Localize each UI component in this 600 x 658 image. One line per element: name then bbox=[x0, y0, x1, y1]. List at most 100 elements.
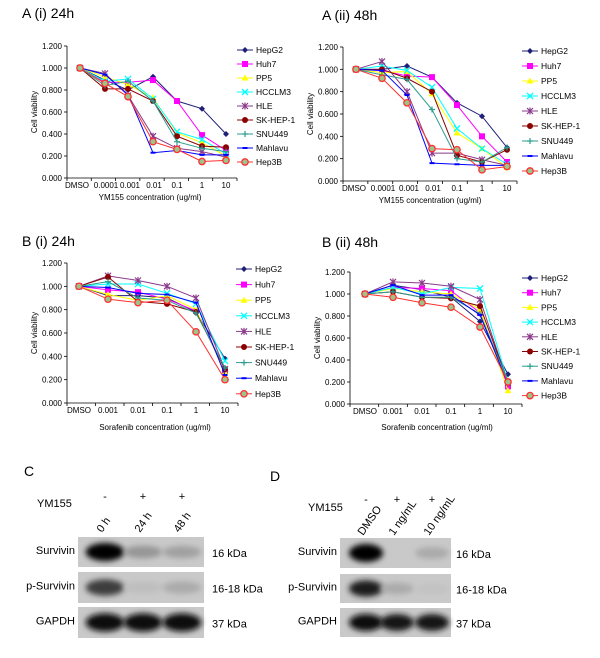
x-tick-label: 0.0001 bbox=[94, 181, 119, 190]
legend-label: Hep3B bbox=[255, 389, 281, 399]
y-tick-label: 0.000 bbox=[42, 174, 63, 183]
data-point bbox=[453, 125, 461, 132]
legend-label: SK-HEP-1 bbox=[256, 115, 295, 125]
y-tick-label: 0.000 bbox=[318, 177, 339, 186]
lane-label: 0 h bbox=[95, 515, 114, 534]
legend-label: HCCLM3 bbox=[541, 91, 576, 101]
data-point bbox=[199, 145, 205, 152]
data-point bbox=[504, 387, 512, 394]
legend-label: PP5 bbox=[256, 73, 272, 83]
y-tick-label: 0.200 bbox=[42, 376, 63, 385]
data-point bbox=[105, 274, 111, 280]
data-point bbox=[453, 145, 461, 154]
row-label: p-Survivin bbox=[288, 582, 337, 594]
legend-label: PP5 bbox=[541, 76, 557, 86]
y-tick-label: 0.600 bbox=[42, 108, 63, 117]
x-tick-label: 0.01 bbox=[146, 181, 162, 190]
legend-label: Huh7 bbox=[255, 280, 276, 290]
x-tick-label: 0.001 bbox=[120, 181, 141, 190]
data-point bbox=[125, 85, 131, 92]
panel-label: D bbox=[270, 468, 280, 484]
y-tick-label: 0.400 bbox=[42, 130, 63, 139]
legend-marker bbox=[526, 333, 534, 341]
legend-marker bbox=[527, 275, 533, 281]
legend-marker bbox=[241, 266, 247, 272]
data-point bbox=[174, 133, 180, 140]
legend-label: Huh7 bbox=[256, 59, 277, 69]
kda-label: 37 kDa bbox=[212, 619, 248, 631]
data-point bbox=[104, 295, 112, 304]
data-point bbox=[479, 159, 485, 166]
y-tick-label: 0.800 bbox=[42, 86, 63, 95]
lane-label: 48 h bbox=[172, 510, 194, 534]
data-point bbox=[150, 98, 156, 104]
data-point bbox=[378, 74, 386, 83]
chart-3: B (ii) 48h 0.000 0.200 0.400 0.600 0.800 1.000… bbox=[313, 234, 580, 432]
legend-marker bbox=[526, 167, 534, 175]
data-point bbox=[223, 148, 229, 155]
y-tick-label: 0.800 bbox=[42, 306, 63, 315]
data-point bbox=[192, 294, 200, 302]
legend-label: SK-HEP-1 bbox=[255, 342, 294, 352]
data-point bbox=[192, 327, 200, 336]
panel-label: C bbox=[24, 463, 34, 479]
series-hep3b bbox=[75, 282, 229, 384]
chart-0: A (i) 24h 0.000 0.200 0.400 0.600 0.800 1.000 1… bbox=[22, 5, 295, 202]
treatment-sign: - bbox=[103, 491, 107, 503]
legend-label: HCCLM3 bbox=[255, 311, 290, 321]
data-point bbox=[428, 83, 436, 91]
kda-label: 16-18 kDa bbox=[456, 585, 508, 597]
data-point bbox=[174, 138, 180, 145]
y-tick-label: 0.200 bbox=[42, 152, 63, 161]
series-line bbox=[78, 283, 226, 362]
data-point bbox=[134, 277, 142, 284]
legend-marker bbox=[241, 88, 249, 96]
protein-band bbox=[348, 613, 384, 632]
y-tick-label: 1.000 bbox=[42, 282, 63, 291]
data-point bbox=[404, 62, 410, 69]
legend-marker bbox=[527, 289, 533, 296]
data-point bbox=[504, 378, 512, 386]
series-line bbox=[78, 275, 226, 370]
y-tick-label: 0.600 bbox=[42, 329, 63, 338]
x-tick-label: 10 bbox=[503, 184, 512, 193]
legend-label: Hep3B bbox=[541, 166, 567, 176]
y-axis-label: Cell viability bbox=[30, 91, 39, 133]
protein-band bbox=[123, 581, 163, 594]
protein-band bbox=[379, 582, 415, 595]
y-tick-label: 0.800 bbox=[318, 88, 339, 97]
data-point bbox=[389, 293, 397, 302]
protein-band bbox=[414, 547, 450, 559]
y-tick-label: 1.000 bbox=[42, 64, 63, 73]
legend-marker bbox=[527, 363, 533, 370]
data-point bbox=[105, 278, 111, 285]
legend-marker bbox=[526, 107, 534, 115]
row-label: p-Survivin bbox=[26, 581, 75, 593]
x-axis-label: Sorafenib concentration (ug/ml) bbox=[381, 423, 493, 432]
x-tick-label: 0.1 bbox=[445, 407, 457, 416]
series-hep3b bbox=[352, 65, 511, 174]
x-tick-label: 10 bbox=[504, 407, 513, 416]
x-tick-label: 0.01 bbox=[414, 407, 430, 416]
x-tick-label: 10 bbox=[222, 181, 231, 190]
legend-label: HCCLM3 bbox=[256, 87, 291, 97]
series-line bbox=[364, 287, 509, 391]
legend-marker bbox=[527, 48, 533, 54]
legend-label: HepG2 bbox=[256, 45, 283, 55]
kda-label: 37 kDa bbox=[456, 619, 492, 631]
series-line bbox=[364, 291, 509, 382]
legend-label: Huh7 bbox=[541, 61, 562, 71]
lane-label: DMSO bbox=[356, 503, 385, 537]
legend-label: Mahlavu bbox=[541, 151, 573, 161]
legend-label: SNU449 bbox=[541, 136, 573, 146]
data-point bbox=[403, 98, 411, 107]
data-point bbox=[199, 132, 205, 139]
y-tick-label: 0.800 bbox=[325, 312, 346, 321]
legend-label: PP5 bbox=[541, 302, 557, 312]
data-point bbox=[135, 289, 141, 296]
x-tick-label: DMSO bbox=[342, 184, 366, 193]
protein-band bbox=[85, 613, 125, 632]
data-point bbox=[198, 136, 206, 143]
y-tick-label: 0.200 bbox=[318, 155, 339, 164]
